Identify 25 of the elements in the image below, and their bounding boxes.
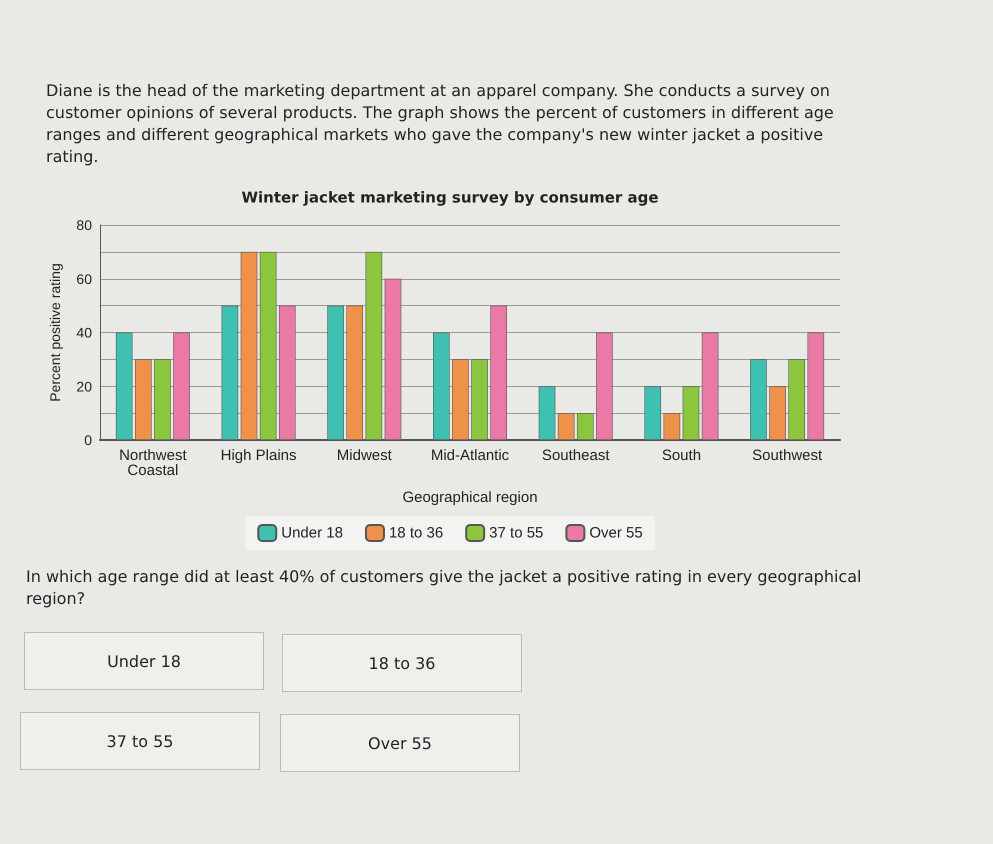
x-tick-label: Mid-Atlantic xyxy=(430,447,510,464)
y-tick-label: 60 xyxy=(76,270,92,287)
text: In which age range did at least 40% of customers give the jacket a positive rating in every geographical region? xyxy=(26,566,862,610)
legend-label: Under 18 xyxy=(281,524,343,542)
text: Over 55 xyxy=(280,714,520,772)
text: 18 to 36 xyxy=(282,634,522,692)
y-tick-label: 0 xyxy=(84,432,92,448)
x-tick-label: Midwest xyxy=(336,447,393,464)
text: 37 to 55 xyxy=(20,712,260,770)
x-tick-label: Northwest Coastal xyxy=(119,447,188,479)
text: Under 18 xyxy=(24,632,264,690)
x-axis-title: Geographical region xyxy=(402,489,538,506)
y-axis-title: Percent positive rating xyxy=(47,263,63,402)
x-tick-label: High Plains xyxy=(220,447,297,464)
y-tick-label: 20 xyxy=(76,378,92,394)
x-tick-label: South xyxy=(662,447,702,464)
legend-label: Over 55 xyxy=(589,524,643,542)
y-tick-label: 40 xyxy=(76,324,92,340)
text: Diane is the head of the marketing department at an apparel company. She conducts a survey on customer opinions of several products. The graph shows the percent of customers in different age ranges and different geographical markets who gave the company's new winter jacket a positive rating. xyxy=(46,80,835,168)
legend-label: 18 to 36 xyxy=(388,524,444,542)
x-tick-label: Southwest xyxy=(752,447,823,464)
x-tick-label: Southeast xyxy=(542,447,610,464)
y-tick-label: 80 xyxy=(76,217,92,233)
legend-label: 37 to 55 xyxy=(489,524,544,542)
chart-title: Winter jacket marketing survey by consumer age xyxy=(241,188,659,206)
